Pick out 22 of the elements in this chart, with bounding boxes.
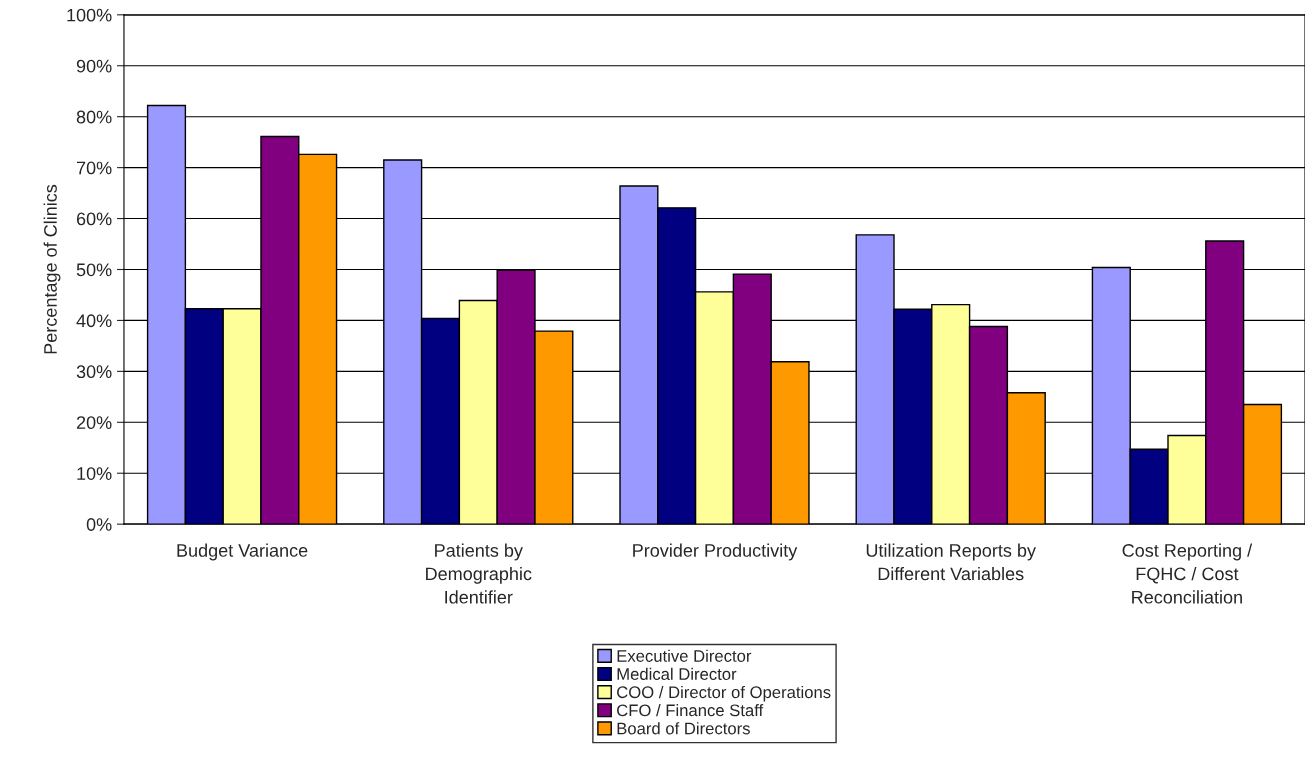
x-tick-label: Budget Variance — [177, 543, 308, 561]
y-tick-label: 0% — [86, 518, 112, 531]
y-tick-label: 80% — [76, 110, 112, 124]
y-tick-label: 30% — [76, 365, 112, 379]
legend-label: Medical Director — [617, 667, 737, 680]
y-tick-label: 40% — [76, 314, 112, 328]
legend-label: Executive Director — [617, 649, 752, 662]
y-axis-title: Percentage of Clinics — [43, 184, 61, 354]
x-tick-label: Utilization Reports by Different Variables — [866, 543, 1036, 581]
y-tick-label: 10% — [77, 467, 112, 480]
y-tick-label: 50% — [76, 263, 112, 277]
y-tick-label: 60% — [76, 212, 112, 226]
y-tick-label: 70% — [76, 161, 112, 175]
x-tick-label: Provider Productivity — [633, 543, 798, 561]
y-tick-label: 100% — [67, 8, 112, 22]
legend-label: COO / Director of Operations — [617, 685, 831, 702]
x-tick-label: Patients by Demographic Identifier — [426, 543, 532, 604]
y-tick-label: 20% — [76, 416, 112, 430]
y-tick-label: 90% — [76, 59, 112, 73]
legend-label: CFO / Finance Staff — [617, 704, 764, 717]
x-tick-label: Cost Reporting / FQHC / Cost Reconciliation — [1122, 543, 1253, 604]
legend-label: Board of Directors — [617, 722, 750, 735]
